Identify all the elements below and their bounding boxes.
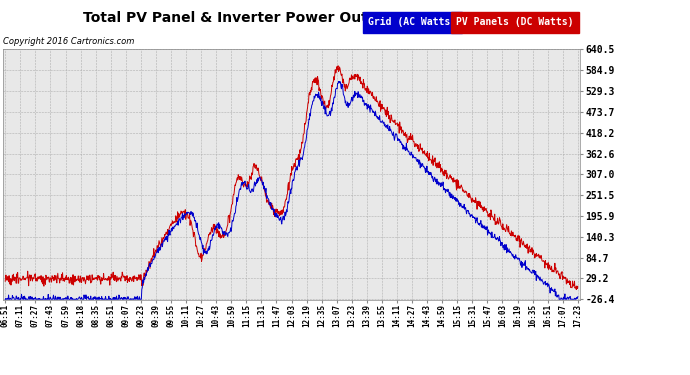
Text: Total PV Panel & Inverter Power Output Sat Mar 5 17:30: Total PV Panel & Inverter Power Output S… <box>83 11 524 25</box>
Legend: Grid (AC Watts), PV Panels (DC Watts): Grid (AC Watts), PV Panels (DC Watts) <box>365 14 577 30</box>
Text: Copyright 2016 Cartronics.com: Copyright 2016 Cartronics.com <box>3 38 135 46</box>
